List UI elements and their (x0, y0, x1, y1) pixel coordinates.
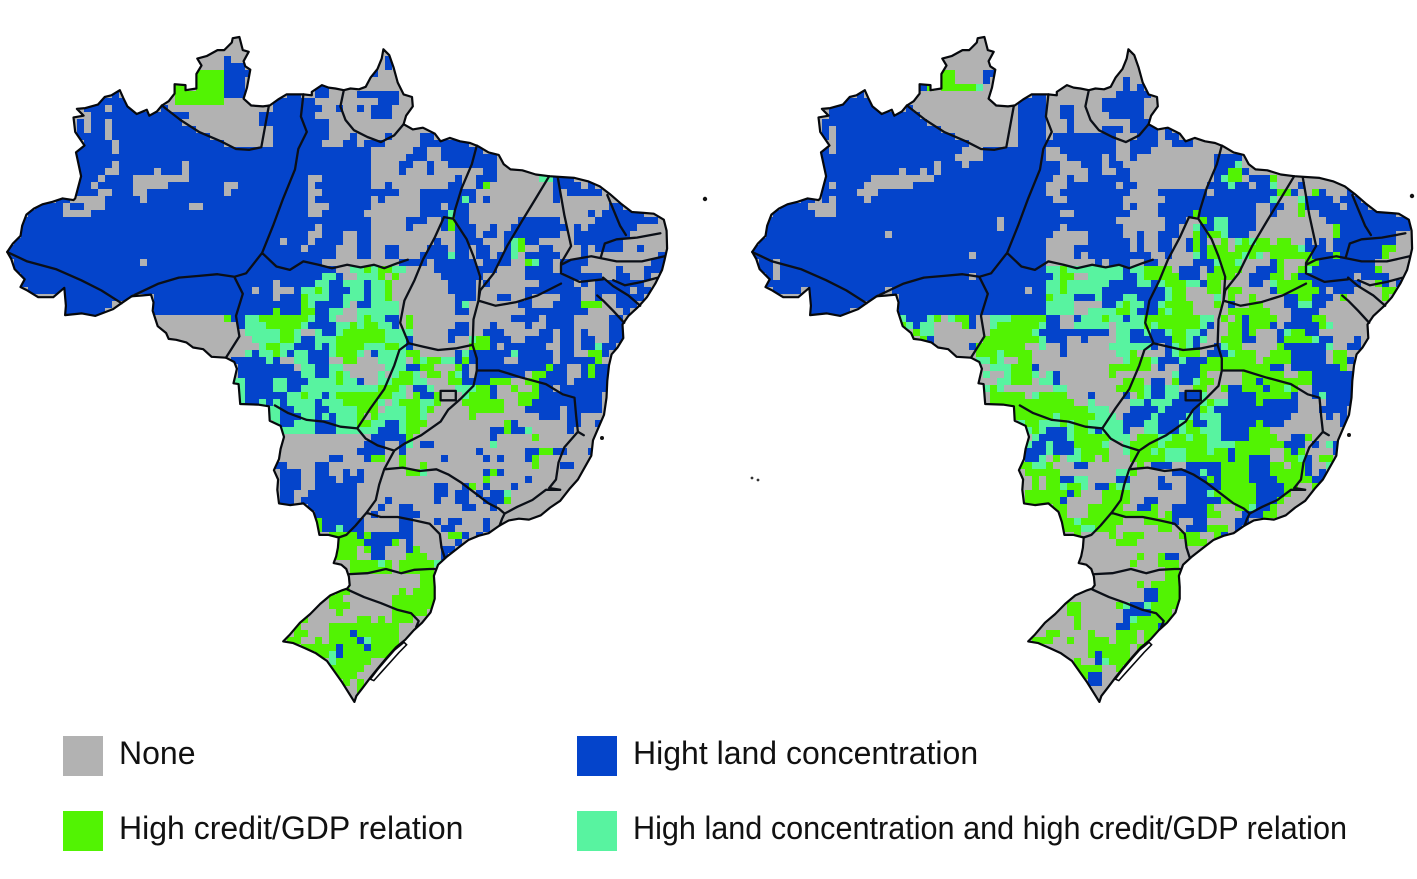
svg-text:High land concentration and hi: High land concentration and high credit/… (633, 810, 1347, 846)
svg-text:High credit/GDP relation: High credit/GDP relation (119, 810, 463, 846)
svg-text:Hight land concentration: Hight land concentration (633, 735, 978, 771)
svg-text:None: None (119, 735, 196, 771)
